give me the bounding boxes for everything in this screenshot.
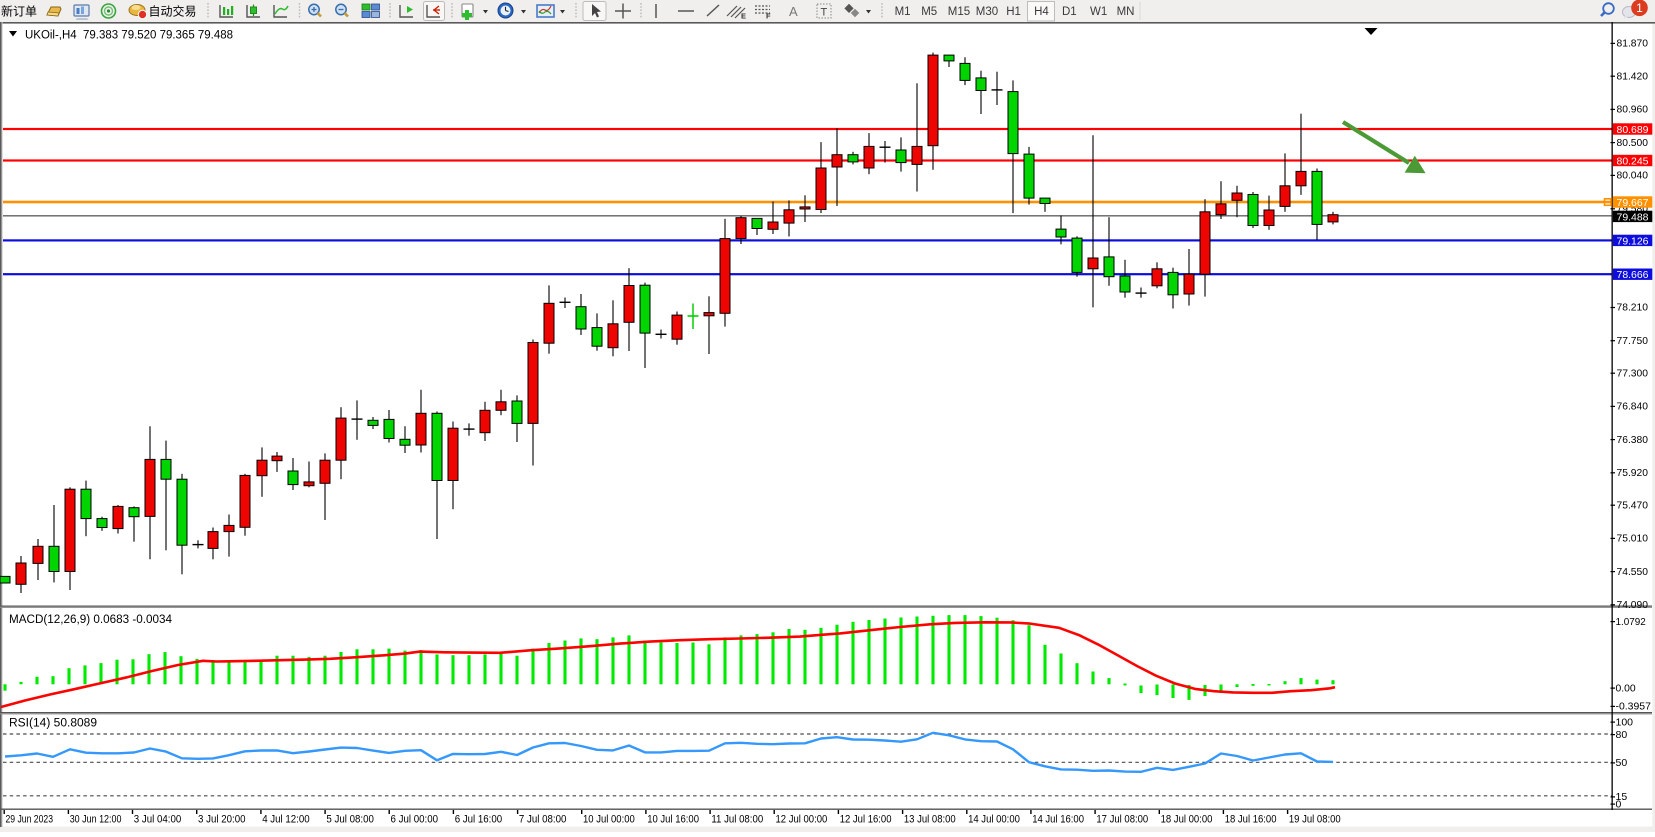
svg-text:76.840: 76.840 [1617,401,1649,413]
svg-text:29 Jun 2023: 29 Jun 2023 [6,814,54,826]
svg-text:H4: H4 [1034,6,1049,18]
svg-text:MACD(12,26,9) 0.0683 -0.0034: MACD(12,26,9) 0.0683 -0.0034 [9,614,173,626]
svg-text:自动交易: 自动交易 [149,4,197,19]
svg-text:74.090: 74.090 [1617,599,1649,611]
svg-text:10 Jul 16:00: 10 Jul 16:00 [647,814,699,826]
svg-text:T: T [821,7,828,19]
svg-text:50: 50 [1616,757,1628,769]
svg-text:15: 15 [1616,791,1628,803]
svg-text:75.010: 75.010 [1617,533,1649,545]
svg-text:-0.3957: -0.3957 [1616,701,1652,713]
svg-text:74.550: 74.550 [1617,566,1649,578]
svg-text:81.420: 81.420 [1617,70,1649,82]
svg-text:E: E [741,12,746,21]
svg-text:H1: H1 [1006,6,1021,18]
svg-text:M15: M15 [948,6,970,18]
svg-text:13 Jul 08:00: 13 Jul 08:00 [904,814,956,826]
svg-text:79.667: 79.667 [1617,197,1649,209]
svg-text:1: 1 [1636,1,1643,15]
svg-text:6 Jul 00:00: 6 Jul 00:00 [391,814,439,826]
svg-text:81.870: 81.870 [1617,38,1649,50]
svg-text:80.689: 80.689 [1617,124,1649,136]
svg-text:100: 100 [1616,716,1634,728]
svg-text:UKOil-,H4 79.383 79.520 79.36: UKOil-,H4 79.383 79.520 79.365 79.488 [25,30,233,42]
svg-text:77.750: 77.750 [1617,335,1649,347]
svg-text:1.0792: 1.0792 [1616,616,1646,628]
svg-text:11 Jul 08:00: 11 Jul 08:00 [711,814,763,826]
svg-text:RSI(14) 50.8089: RSI(14) 50.8089 [9,718,97,730]
svg-text:17 Jul 08:00: 17 Jul 08:00 [1096,814,1148,826]
svg-text:10 Jul 00:00: 10 Jul 00:00 [583,814,635,826]
svg-text:80.040: 80.040 [1617,170,1649,182]
svg-text:7 Jul 08:00: 7 Jul 08:00 [519,814,567,826]
svg-text:30 Jun 12:00: 30 Jun 12:00 [70,814,122,826]
svg-text:19 Jul 08:00: 19 Jul 08:00 [1289,814,1341,826]
svg-text:75.920: 75.920 [1617,467,1649,479]
svg-text:14 Jul 16:00: 14 Jul 16:00 [1032,814,1084,826]
svg-text:78.666: 78.666 [1617,269,1649,281]
svg-text:W1: W1 [1090,6,1107,18]
svg-text:18 Jul 00:00: 18 Jul 00:00 [1161,814,1213,826]
svg-text:79.488: 79.488 [1617,211,1649,223]
svg-text:MN: MN [1117,6,1135,18]
svg-text:4 Jul 12:00: 4 Jul 12:00 [262,814,310,826]
svg-text:D1: D1 [1062,6,1077,18]
svg-text:80.500: 80.500 [1617,137,1649,149]
svg-text:12 Jul 16:00: 12 Jul 16:00 [840,814,892,826]
svg-text:3 Jul 04:00: 3 Jul 04:00 [134,814,182,826]
svg-text:F: F [766,12,771,21]
svg-text:80.960: 80.960 [1617,104,1649,116]
svg-text:5 Jul 08:00: 5 Jul 08:00 [326,814,374,826]
svg-text:0: 0 [1616,798,1622,810]
svg-text:A: A [789,4,798,19]
svg-text:M5: M5 [921,6,937,18]
svg-text:M30: M30 [976,6,998,18]
svg-text:18 Jul 16:00: 18 Jul 16:00 [1225,814,1277,826]
svg-text:14 Jul 00:00: 14 Jul 00:00 [968,814,1020,826]
svg-text:78.210: 78.210 [1617,302,1649,314]
svg-text:80: 80 [1616,729,1628,741]
svg-text:M1: M1 [895,6,911,18]
svg-text:新订单: 新订单 [1,4,37,19]
svg-text:77.300: 77.300 [1617,367,1649,379]
svg-text:76.380: 76.380 [1617,434,1649,446]
svg-text:3 Jul 20:00: 3 Jul 20:00 [198,814,246,826]
svg-text:80.245: 80.245 [1617,155,1649,167]
svg-text:0.00: 0.00 [1616,682,1636,694]
svg-text:75.470: 75.470 [1617,499,1649,511]
svg-text:79.126: 79.126 [1617,235,1649,247]
svg-text:12 Jul 00:00: 12 Jul 00:00 [776,814,828,826]
svg-text:6 Jul 16:00: 6 Jul 16:00 [455,814,503,826]
